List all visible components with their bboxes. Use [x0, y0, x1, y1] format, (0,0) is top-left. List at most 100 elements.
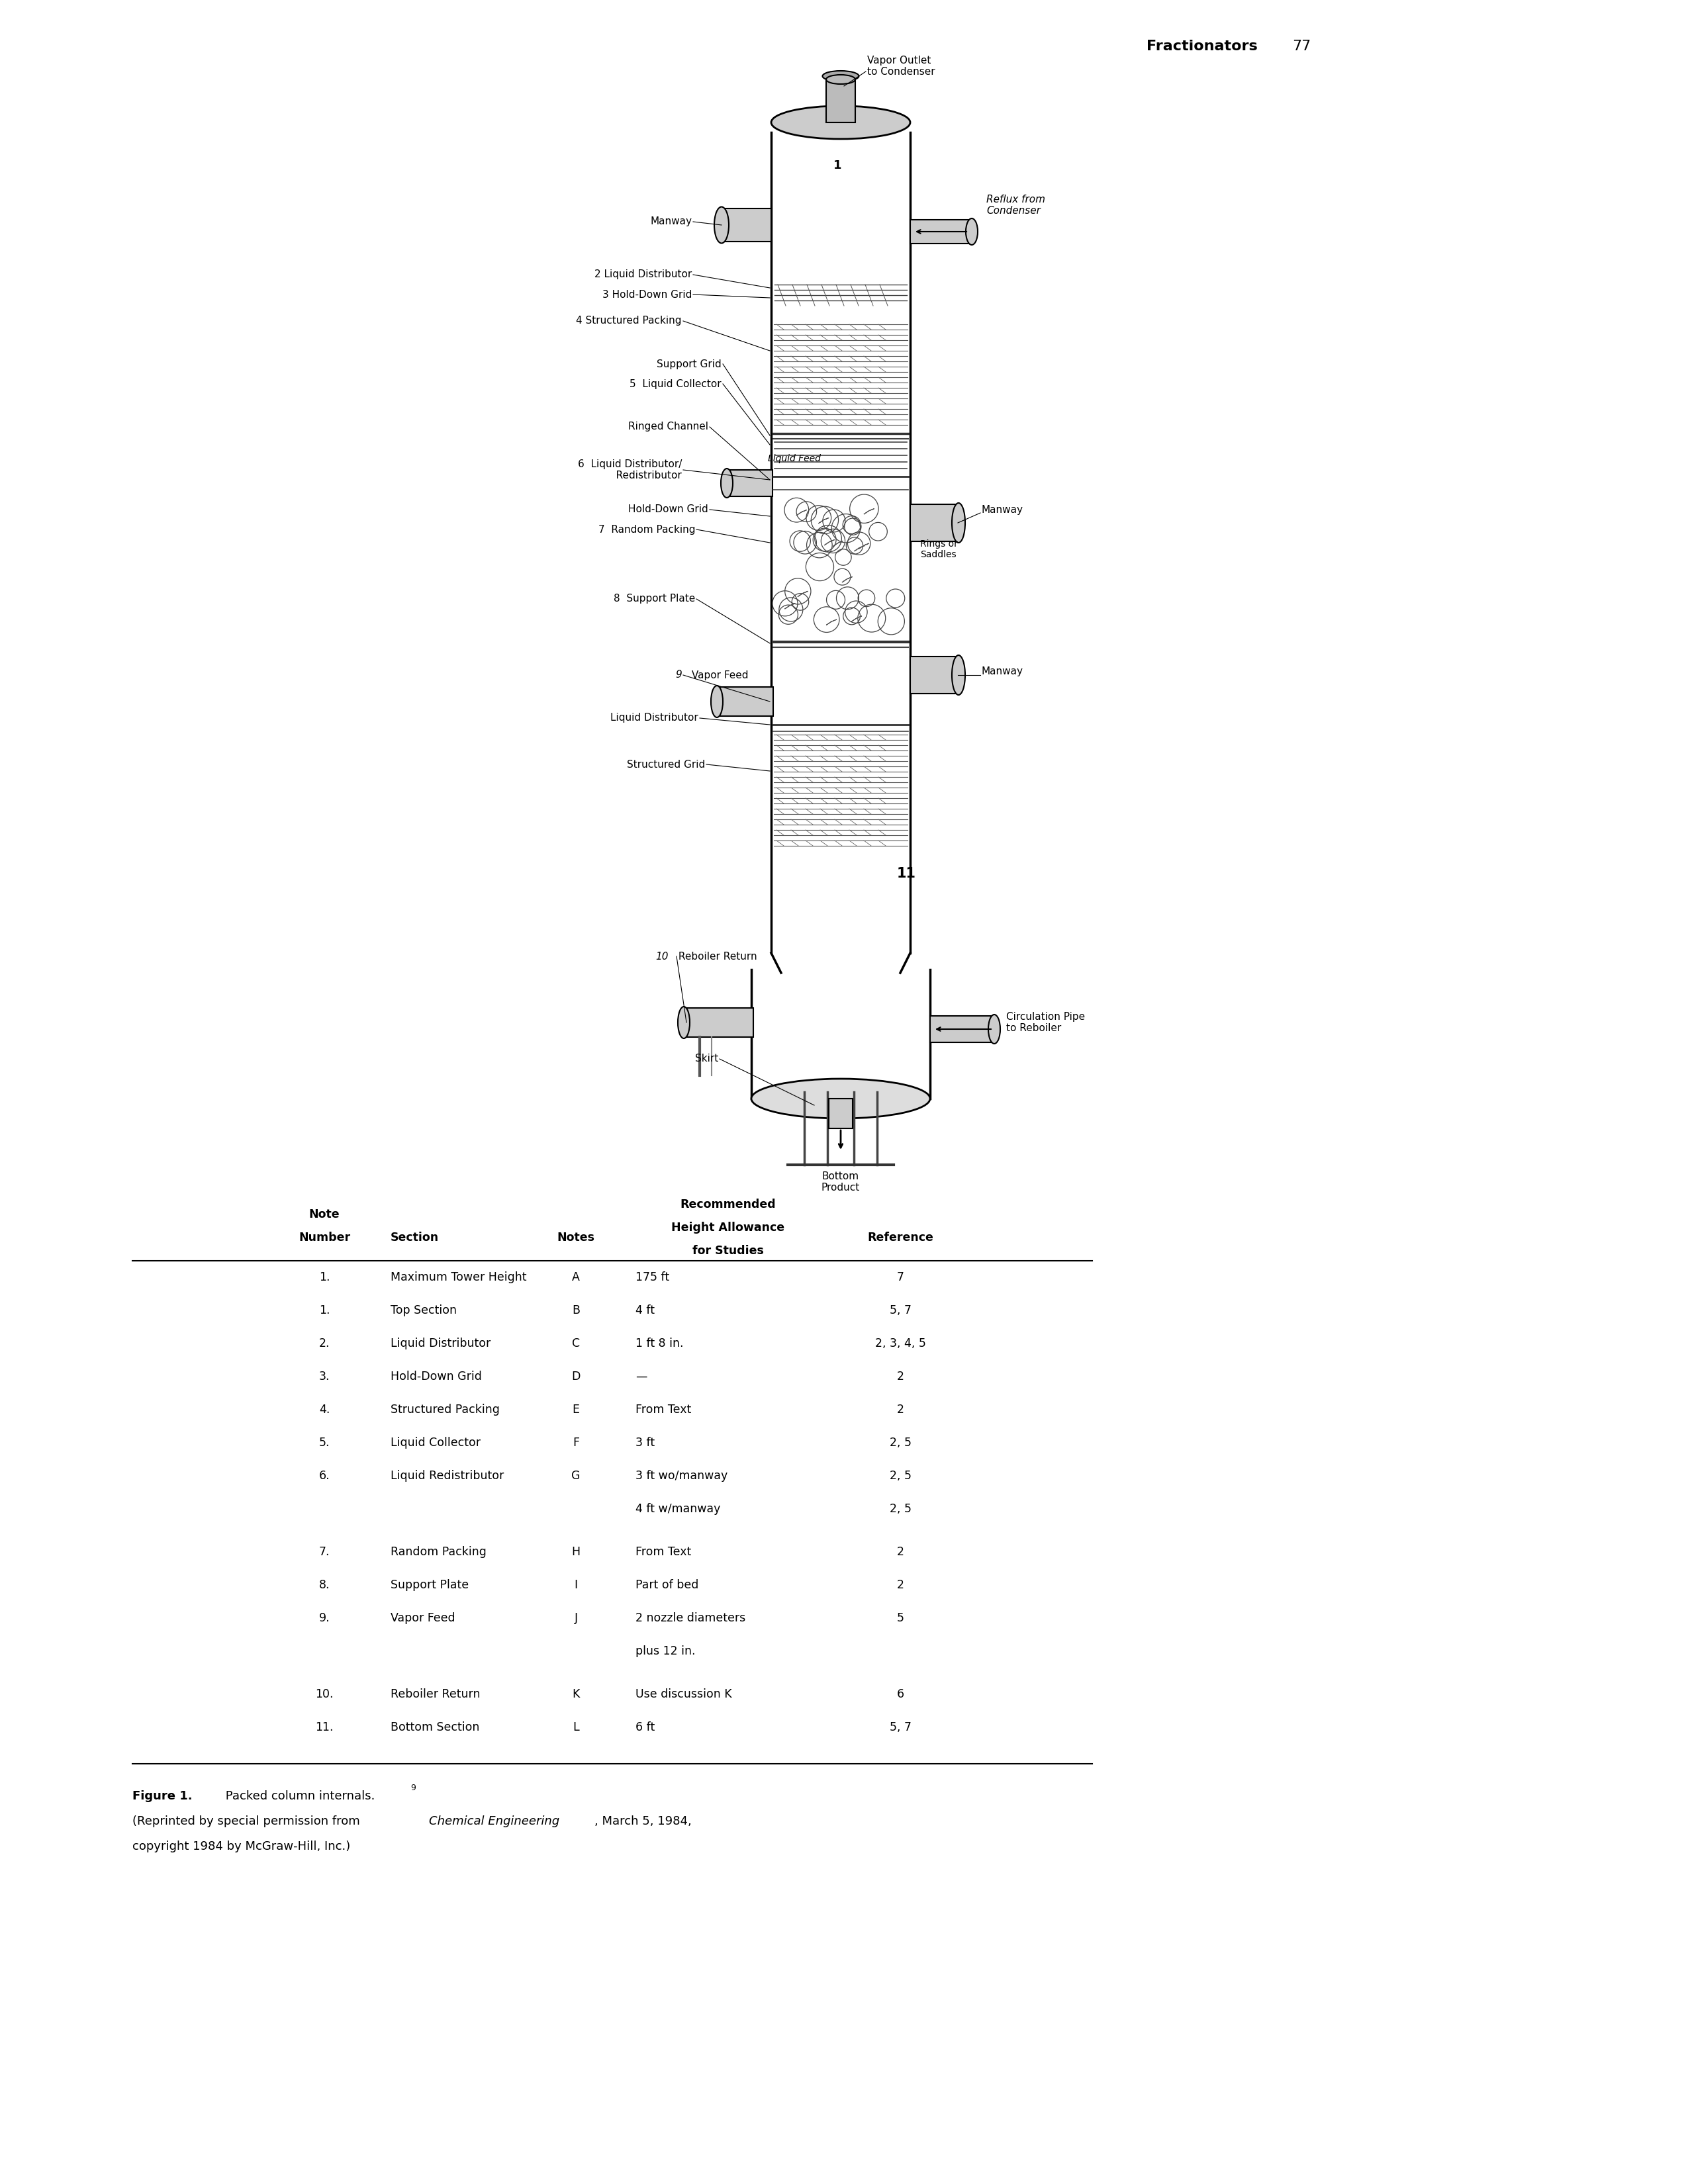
Ellipse shape — [711, 686, 722, 716]
Text: , March 5, 1984,: , March 5, 1984, — [594, 1815, 692, 1828]
Text: 8  Support Plate: 8 Support Plate — [613, 594, 695, 605]
Text: 9: 9 — [410, 1784, 415, 1793]
Text: A: A — [572, 1271, 581, 1284]
Text: 10.: 10. — [316, 1688, 334, 1699]
Ellipse shape — [679, 1007, 690, 1037]
Text: Liquid Distributor: Liquid Distributor — [611, 714, 699, 723]
Text: Reflux from
Condenser: Reflux from Condenser — [986, 194, 1045, 216]
Bar — [910, 505, 957, 542]
Text: 3.: 3. — [319, 1372, 329, 1382]
Text: 9.: 9. — [319, 1612, 329, 1625]
Text: Structured Packing: Structured Packing — [390, 1404, 500, 1415]
Text: 10: 10 — [655, 952, 668, 961]
Text: 8.: 8. — [319, 1579, 329, 1590]
Text: 2.: 2. — [319, 1337, 329, 1350]
Text: 2: 2 — [896, 1579, 903, 1590]
Text: Liquid Collector: Liquid Collector — [390, 1437, 481, 1448]
Text: Chemical Engineering: Chemical Engineering — [429, 1815, 559, 1828]
Text: D: D — [572, 1372, 581, 1382]
Text: Reference: Reference — [868, 1232, 933, 1243]
Text: H: H — [572, 1546, 581, 1557]
Text: 1.: 1. — [319, 1271, 329, 1284]
Text: Manway: Manway — [982, 505, 1023, 515]
Text: 6 ft: 6 ft — [635, 1721, 655, 1734]
Text: 5, 7: 5, 7 — [890, 1304, 912, 1317]
Bar — [728, 470, 773, 496]
Text: Reboiler Return: Reboiler Return — [675, 952, 756, 961]
Text: copyright 1984 by McGraw-Hill, Inc.): copyright 1984 by McGraw-Hill, Inc.) — [132, 1841, 351, 1852]
Text: Note: Note — [309, 1208, 339, 1221]
Ellipse shape — [952, 655, 966, 695]
Ellipse shape — [987, 1016, 1001, 1044]
Text: Liquid Feed: Liquid Feed — [768, 454, 820, 463]
Text: Recommended: Recommended — [680, 1199, 776, 1210]
Text: Use discussion K: Use discussion K — [635, 1688, 733, 1699]
Text: plus 12 in.: plus 12 in. — [635, 1645, 695, 1658]
Bar — [930, 1016, 993, 1042]
Bar — [910, 221, 971, 245]
Text: Liquid Distributor: Liquid Distributor — [390, 1337, 491, 1350]
Text: Manway: Manway — [650, 216, 692, 227]
Text: 2 Liquid Distributor: 2 Liquid Distributor — [594, 269, 692, 280]
Text: Skirt: Skirt — [695, 1055, 717, 1064]
Text: F: F — [572, 1437, 579, 1448]
Bar — [724, 207, 771, 242]
Text: Structured Grid: Structured Grid — [626, 760, 706, 769]
Text: 2, 5: 2, 5 — [890, 1503, 912, 1516]
Text: 2: 2 — [896, 1546, 903, 1557]
Text: Height Allowance: Height Allowance — [672, 1221, 785, 1234]
Ellipse shape — [714, 207, 729, 242]
Text: 4 ft: 4 ft — [635, 1304, 655, 1317]
Text: Fractionators: Fractionators — [1146, 39, 1258, 52]
Text: 7: 7 — [896, 1271, 903, 1284]
Text: K: K — [572, 1688, 579, 1699]
Text: 4.: 4. — [319, 1404, 329, 1415]
Text: Hold-Down Grid: Hold-Down Grid — [628, 505, 709, 515]
Text: Notes: Notes — [557, 1232, 594, 1243]
Text: —: — — [635, 1372, 647, 1382]
Text: Ringed Channel: Ringed Channel — [628, 422, 709, 432]
Text: E: E — [572, 1404, 579, 1415]
Text: Liquid Redistributor: Liquid Redistributor — [390, 1470, 505, 1481]
Text: Figure 1.: Figure 1. — [132, 1791, 192, 1802]
Text: From Text: From Text — [635, 1404, 692, 1415]
Text: 1: 1 — [834, 159, 842, 170]
Ellipse shape — [825, 74, 856, 83]
Text: 5  Liquid Collector: 5 Liquid Collector — [630, 378, 721, 389]
Text: Manway: Manway — [982, 666, 1023, 677]
Bar — [825, 79, 856, 122]
Text: 2 nozzle diameters: 2 nozzle diameters — [635, 1612, 746, 1625]
Bar — [910, 657, 957, 695]
Text: Section: Section — [390, 1232, 439, 1243]
Text: (Reprinted by special permission from: (Reprinted by special permission from — [132, 1815, 363, 1828]
Text: Part of bed: Part of bed — [635, 1579, 699, 1590]
Text: G: G — [572, 1470, 581, 1481]
Text: 11: 11 — [896, 867, 917, 880]
Text: Bottom Section: Bottom Section — [390, 1721, 479, 1734]
Text: 2, 5: 2, 5 — [890, 1437, 912, 1448]
Text: 77: 77 — [1291, 39, 1310, 52]
Text: 2, 3, 4, 5: 2, 3, 4, 5 — [874, 1337, 925, 1350]
Text: 6  Liquid Distributor/
    Redistributor: 6 Liquid Distributor/ Redistributor — [577, 459, 682, 480]
Text: Hold-Down Grid: Hold-Down Grid — [390, 1372, 481, 1382]
Text: C: C — [572, 1337, 581, 1350]
Ellipse shape — [966, 218, 977, 245]
Ellipse shape — [721, 470, 733, 498]
Text: B: B — [572, 1304, 581, 1317]
Text: Top Section: Top Section — [390, 1304, 457, 1317]
Text: 5, 7: 5, 7 — [890, 1721, 912, 1734]
Text: Support Plate: Support Plate — [390, 1579, 469, 1590]
Text: 6: 6 — [896, 1688, 905, 1699]
Ellipse shape — [751, 1079, 930, 1118]
Bar — [685, 1009, 753, 1037]
Text: 2, 5: 2, 5 — [890, 1470, 912, 1481]
Text: 7  Random Packing: 7 Random Packing — [598, 524, 695, 535]
Bar — [717, 688, 773, 716]
Text: Maximum Tower Height: Maximum Tower Height — [390, 1271, 527, 1284]
Text: Vapor Feed: Vapor Feed — [390, 1612, 456, 1625]
Text: Vapor Outlet
to Condenser: Vapor Outlet to Condenser — [868, 55, 935, 76]
Text: 1.: 1. — [319, 1304, 329, 1317]
Text: 5.: 5. — [319, 1437, 329, 1448]
Text: Support Grid: Support Grid — [657, 358, 721, 369]
Text: 11.: 11. — [316, 1721, 334, 1734]
